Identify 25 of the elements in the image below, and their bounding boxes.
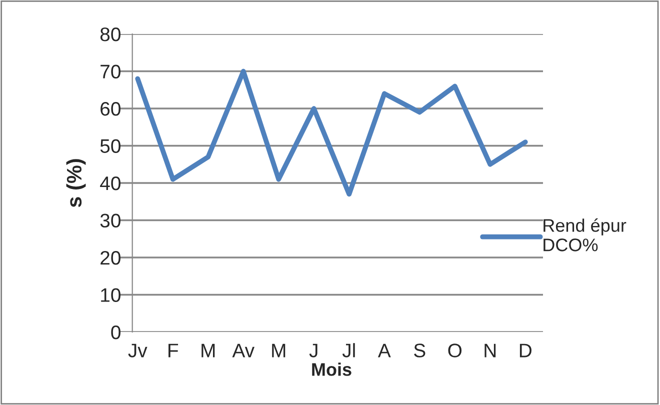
x-tick-label: Jl <box>342 343 355 358</box>
y-tick-label: 60 <box>100 102 120 116</box>
line-series <box>135 68 528 197</box>
y-tick-label: 20 <box>100 250 120 265</box>
x-tick-label: J <box>309 344 318 358</box>
y-tick-label: 0 <box>111 325 120 340</box>
y-tick-label: 30 <box>100 214 120 228</box>
x-tick-label: M <box>202 344 215 358</box>
x-tick-label: M <box>272 344 286 358</box>
x-axis-title: Mois <box>312 362 352 376</box>
y-tick-label: 10 <box>101 288 120 302</box>
legend-label: Rend épur DCO% <box>544 218 626 252</box>
x-tick-label: Av <box>232 344 254 358</box>
x-tick-label: Jv <box>128 344 148 358</box>
x-tick-label: N <box>484 344 496 358</box>
x-tick-label: D <box>520 344 532 358</box>
y-tick-label: 40 <box>100 176 120 190</box>
y-tick-label: 80 <box>100 27 120 42</box>
y-tick-label: 50 <box>100 139 120 153</box>
y-axis-title: s (%) <box>66 159 86 208</box>
x-tick-label: A <box>378 344 391 358</box>
x-tick-label: S <box>414 344 426 358</box>
y-tick-label: 70 <box>100 64 120 78</box>
x-tick-label: F <box>168 344 178 358</box>
x-tick-label: O <box>448 344 462 358</box>
